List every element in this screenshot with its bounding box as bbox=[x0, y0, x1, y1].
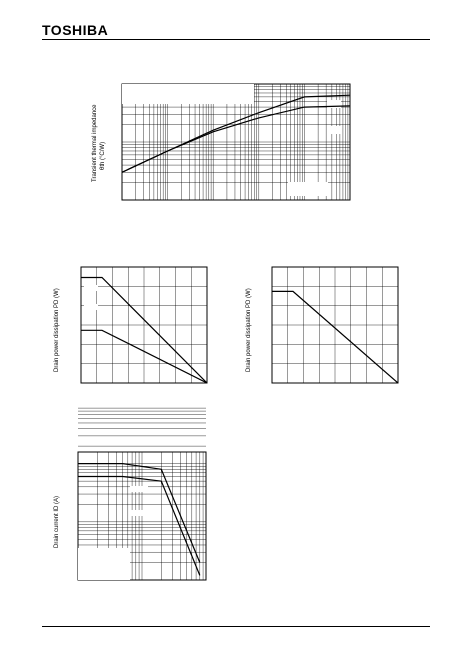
chart1-series-2 bbox=[121, 105, 351, 173]
chart4-series-1 bbox=[78, 463, 201, 563]
chart3-frame bbox=[271, 266, 399, 384]
chart2-series-2 bbox=[81, 329, 208, 384]
footer-rule bbox=[42, 626, 430, 627]
chart2-label-blank bbox=[84, 285, 98, 291]
chart1-label-blank bbox=[327, 100, 341, 108]
chart2-label-blank bbox=[84, 304, 98, 310]
chart1-label-blank bbox=[327, 126, 341, 134]
chart1-label-blank bbox=[288, 182, 328, 196]
chart4-series-2 bbox=[78, 475, 201, 576]
toshiba-logo: TOSHIBA bbox=[42, 22, 109, 38]
chart4-label-blank bbox=[78, 548, 130, 580]
chart4-label-blank bbox=[130, 510, 148, 516]
chart4-label-blank bbox=[130, 486, 148, 492]
chart2-series-1 bbox=[81, 276, 208, 384]
header-rule bbox=[42, 39, 430, 40]
chart1-label-blank bbox=[122, 84, 254, 104]
chart4-frame bbox=[77, 451, 207, 581]
chart2-frame bbox=[80, 266, 208, 384]
chart3-series-1 bbox=[272, 290, 399, 384]
